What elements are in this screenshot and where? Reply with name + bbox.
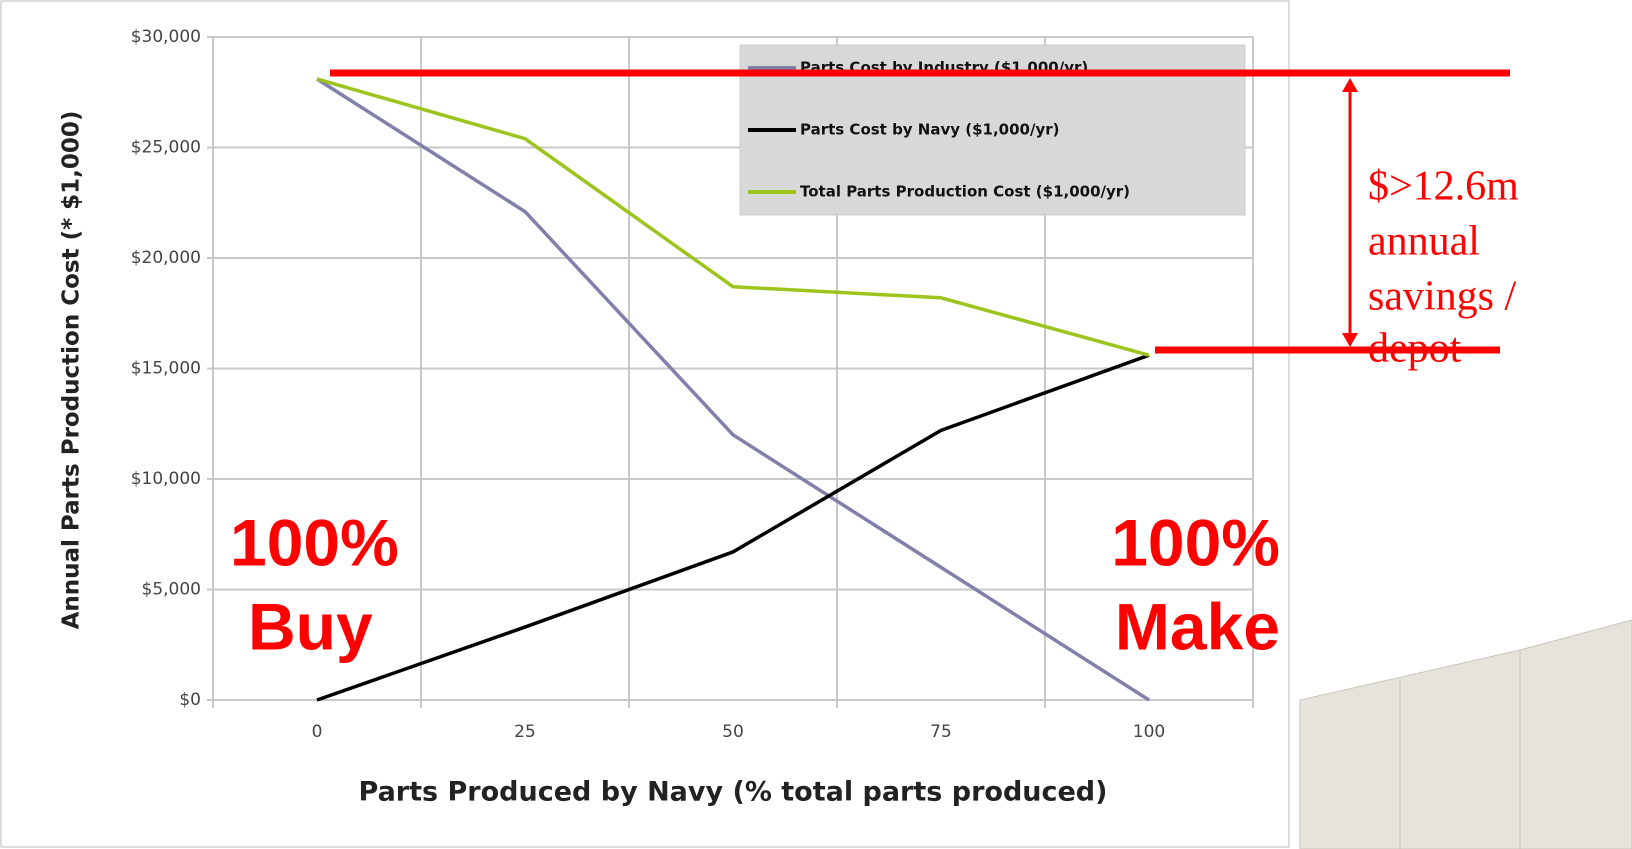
chart: $0 $5,000 $10,000 $15,000 $20,000 $25,000 $30,… xyxy=(0,0,1632,849)
x-axis-title: Parts Produced by Navy (% total parts pr… xyxy=(359,777,1108,808)
buy-label: 100% xyxy=(230,505,399,579)
y-tick-label: $5,000 xyxy=(142,580,201,600)
y-tick-label: $15,000 xyxy=(131,359,201,379)
savings-note: depot xyxy=(1368,326,1462,372)
background-building xyxy=(1300,620,1632,849)
legend-label: Total Parts Production Cost ($1,000/yr) xyxy=(800,183,1130,201)
y-tick-label: $0 xyxy=(179,690,201,710)
x-tick-label: 25 xyxy=(514,722,536,742)
y-tick-label: $10,000 xyxy=(131,469,201,489)
savings-note: savings / xyxy=(1368,274,1517,320)
y-tick-label: $30,000 xyxy=(131,27,201,47)
y-axis-title: Annual Parts Production Cost (* $1,000) xyxy=(59,111,85,630)
buy-label: Buy xyxy=(248,589,373,663)
x-tick-label: 0 xyxy=(312,722,323,742)
x-tick-label: 100 xyxy=(1133,722,1165,742)
savings-note: $>12.6m xyxy=(1368,164,1519,210)
legend-label: Parts Cost by Navy ($1,000/yr) xyxy=(800,121,1060,139)
y-tick-label: $25,000 xyxy=(131,138,201,158)
make-label: 100% xyxy=(1111,505,1280,579)
y-tick-label: $20,000 xyxy=(131,248,201,268)
savings-note: annual xyxy=(1368,219,1480,265)
x-tick-label: 75 xyxy=(930,722,952,742)
x-tick-label: 50 xyxy=(722,722,744,742)
make-label: Make xyxy=(1115,589,1280,663)
